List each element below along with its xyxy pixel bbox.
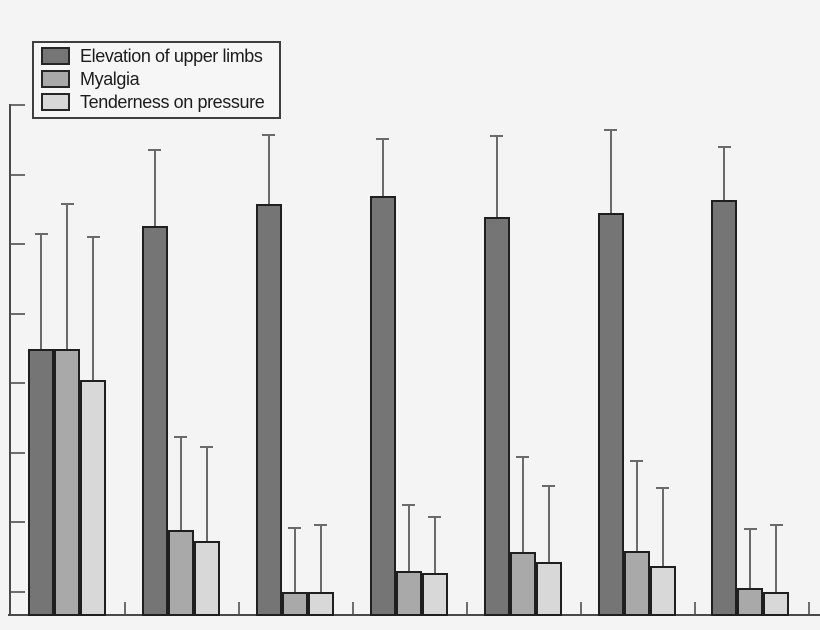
bar-elevation-of-upper-limbs [711,199,738,616]
error-bar-cap [174,435,188,438]
error-bar-cap [376,138,390,141]
error-bar-line [381,139,384,197]
legend-swatch-myalgia [41,70,70,88]
error-bar-line [66,203,68,350]
error-bar-line [92,237,94,380]
bar-tenderness-on-pressure [307,591,334,616]
error-bar-line [153,149,156,227]
error-bar-line [205,447,208,541]
bar-myalgia [737,588,764,616]
error-bar-line [40,233,42,350]
y-tick [11,451,25,454]
error-bar-line [749,529,752,589]
error-bar-cap [769,524,783,527]
bar-tenderness-on-pressure [421,572,448,616]
bar-elevation-of-upper-limbs [483,217,510,616]
legend-item: Myalgia [41,70,279,88]
error-bar-cap [516,455,530,458]
bar-elevation-of-upper-limbs [369,196,396,616]
bar-elevation-of-upper-limbs [28,349,54,616]
error-bar-cap [288,526,302,529]
error-bar-cap [542,485,556,488]
y-tick [11,521,25,523]
legend-swatch-elevation-of-upper-limbs [41,47,70,65]
legend-swatch-tenderness-on-pressure [41,93,70,111]
bar-tenderness-on-pressure [535,561,562,616]
bar-tenderness-on-pressure [80,379,106,616]
error-bar-cap [743,528,757,531]
error-bar-line [495,135,498,218]
error-bar-line [521,456,524,553]
error-bar-cap [717,145,731,148]
bar-elevation-of-upper-limbs [255,203,282,616]
error-bar-cap [148,148,162,151]
error-bar-cap [428,515,442,518]
legend-label: Elevation of upper limbs [80,46,263,66]
y-tick [11,382,25,384]
error-bar-line [179,436,182,530]
x-tick [693,602,696,614]
error-bar-cap [262,134,276,137]
error-bar-line [433,516,436,573]
y-tick [11,104,25,106]
error-bar-line [661,488,664,567]
bar-myalgia [54,349,80,616]
error-bar-line [407,504,410,571]
error-bar-line [267,135,270,204]
error-bar-cap [86,236,100,239]
bar-myalgia [509,552,536,616]
error-bar-cap [490,134,504,137]
error-bar-line [723,146,726,200]
x-tick [807,602,810,614]
error-bar-cap [402,503,416,506]
y-tick [11,173,25,176]
error-bar-cap [656,487,669,490]
error-bar-line [775,525,778,592]
bar-elevation-of-upper-limbs [141,226,168,616]
error-bar-line [609,130,612,213]
error-bar-line [319,525,322,592]
bar-tenderness-on-pressure [193,541,220,616]
error-bar-cap [200,446,214,449]
bar-elevation-of-upper-limbs [597,212,624,616]
y-tick [11,243,25,245]
x-tick [238,602,241,614]
y-axis [9,104,11,616]
error-bar-cap [314,524,328,527]
error-bar-cap [630,460,643,463]
bar-myalgia [281,591,308,616]
error-bar-cap [604,129,617,132]
x-tick [352,602,355,614]
legend-label: Tenderness on pressure [80,92,265,112]
legend: Elevation of upper limbs Myalgia Tendern… [32,41,281,119]
y-tick [11,312,25,315]
y-tick [11,590,25,593]
error-bar-cap [34,232,48,235]
x-tick [466,602,469,614]
x-tick [124,602,127,614]
error-bar-line [635,461,638,551]
legend-label: Myalgia [80,69,140,89]
error-bar-line [293,527,296,592]
bar-tenderness-on-pressure [649,566,676,616]
bar-tenderness-on-pressure [763,591,790,616]
error-bar-line [547,486,550,562]
bar-myalgia [395,570,422,616]
error-bar-cap [60,202,74,205]
bar-myalgia [167,529,194,616]
x-tick [580,602,582,614]
legend-item: Tenderness on pressure [41,93,279,111]
legend-item: Elevation of upper limbs [41,47,279,65]
bar-myalgia [623,550,650,616]
